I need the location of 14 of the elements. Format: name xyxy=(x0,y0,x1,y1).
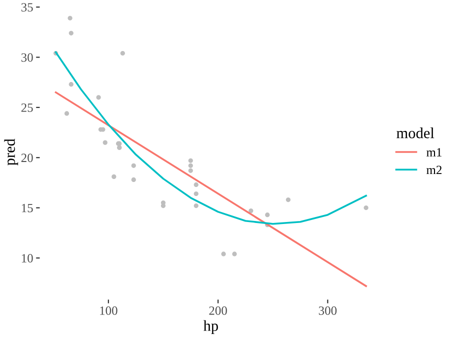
y-tick-label: 25 xyxy=(21,104,33,112)
y-tick-label: 20 xyxy=(21,154,33,162)
legend-title: model xyxy=(396,128,434,138)
x-tick-label: 300 xyxy=(318,306,337,315)
y-tick-label: 35 xyxy=(21,3,33,12)
legend-label: m1 xyxy=(426,148,442,156)
y-tick-label: 30 xyxy=(21,53,33,62)
x-tick-label: 100 xyxy=(100,306,118,315)
y-axis-title: pred xyxy=(4,138,18,166)
x-axis-title: hp xyxy=(203,320,218,334)
y-tick-label: 15 xyxy=(22,204,33,212)
y-tick-label: 10 xyxy=(22,254,33,262)
legend-label: m2 xyxy=(426,166,442,174)
x-tick-label: 200 xyxy=(209,306,227,315)
